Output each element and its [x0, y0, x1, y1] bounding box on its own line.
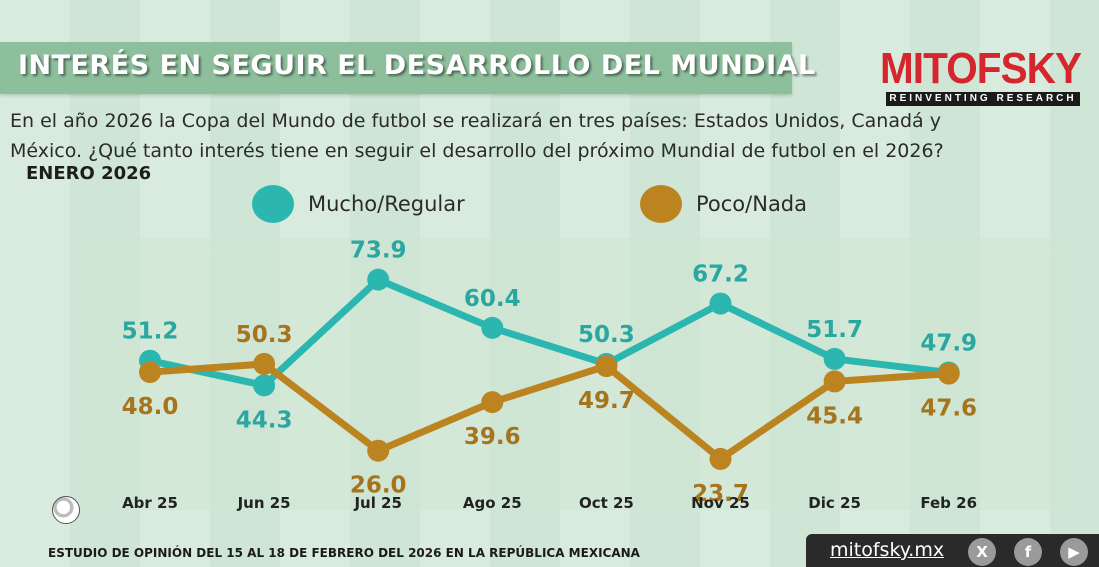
data-label-mucho: 67.2 — [692, 262, 749, 288]
legend-item-poco: Poco/Nada — [640, 184, 807, 224]
data-label-poco: 48.0 — [122, 394, 179, 420]
legend-swatch-poco — [640, 185, 682, 223]
x-tick-label: Jun 25 — [237, 494, 291, 512]
data-label-mucho: 51.2 — [122, 319, 179, 345]
data-label-poco: 23.7 — [692, 481, 749, 507]
legend-item-mucho: Mucho/Regular — [252, 184, 465, 224]
x-tick-label: Oct 25 — [579, 494, 634, 512]
point-poco — [595, 355, 618, 378]
point-mucho — [253, 374, 276, 397]
data-label-mucho: 50.3 — [578, 322, 635, 348]
point-mucho — [709, 292, 732, 315]
youtube-icon[interactable]: ▶ — [1060, 538, 1088, 566]
data-label-poco: 50.3 — [236, 322, 293, 348]
title-banner — [0, 42, 792, 94]
website-link[interactable]: mitofsky.mx — [830, 539, 945, 561]
brand-tagline: REINVENTING RESEARCH — [886, 92, 1080, 106]
survey-question: En el año 2026 la Copa del Mundo de futb… — [10, 106, 1010, 166]
point-poco — [481, 391, 504, 414]
x-tick-label: Feb 26 — [920, 494, 977, 512]
point-mucho — [367, 268, 390, 291]
x-tick-label: Dic 25 — [808, 494, 861, 512]
data-label-mucho: 47.9 — [920, 331, 977, 357]
data-label-mucho: 44.3 — [236, 407, 293, 433]
data-label-mucho: 60.4 — [464, 286, 521, 312]
data-label-poco: 47.6 — [920, 396, 977, 422]
facebook-icon[interactable]: f — [1014, 538, 1042, 566]
point-poco — [253, 352, 276, 375]
data-label-mucho: 51.7 — [806, 317, 863, 343]
legend-swatch-mucho — [252, 185, 294, 223]
point-poco — [937, 362, 960, 385]
series-line-poco — [146, 360, 953, 463]
point-mucho — [823, 347, 846, 370]
x-tick-label: Jul 25 — [353, 494, 402, 512]
chart-title: INTERÉS EN SEGUIR EL DESARROLLO DEL MUND… — [18, 50, 816, 81]
period-label: ENERO 2026 — [26, 163, 152, 184]
point-poco — [709, 447, 732, 470]
data-label-poco: 39.6 — [464, 424, 521, 450]
legend-label-mucho: Mucho/Regular — [308, 192, 465, 216]
point-poco — [367, 439, 390, 462]
point-mucho — [481, 316, 504, 339]
data-label-poco: 49.7 — [578, 388, 635, 414]
data-label-mucho: 73.9 — [350, 238, 407, 264]
legend-label-poco: Poco/Nada — [696, 192, 808, 216]
brand-logo: MITOFSKY REINVENTING RESEARCH — [880, 44, 1092, 108]
series-line-mucho — [146, 276, 953, 389]
soccer-ball-icon — [52, 496, 80, 524]
point-poco — [823, 370, 846, 393]
x-icon[interactable]: X — [968, 538, 996, 566]
point-poco — [139, 361, 161, 384]
question-line-1: En el año 2026 la Copa del Mundo de futb… — [10, 110, 941, 132]
question-line-2: México. ¿Qué tanto interés tiene en segu… — [10, 140, 944, 162]
x-tick-label: Nov 25 — [691, 494, 750, 512]
data-label-poco: 45.4 — [806, 403, 863, 429]
x-tick-label: Ago 25 — [463, 494, 522, 512]
x-tick-label: Abr 25 — [122, 494, 178, 512]
data-label-poco: 26.0 — [350, 473, 407, 499]
social-bar — [806, 534, 1099, 567]
brand-name: MITOFSKY — [880, 44, 1082, 93]
study-note: ESTUDIO DE OPINIÓN DEL 15 AL 18 DE FEBRE… — [48, 546, 640, 560]
